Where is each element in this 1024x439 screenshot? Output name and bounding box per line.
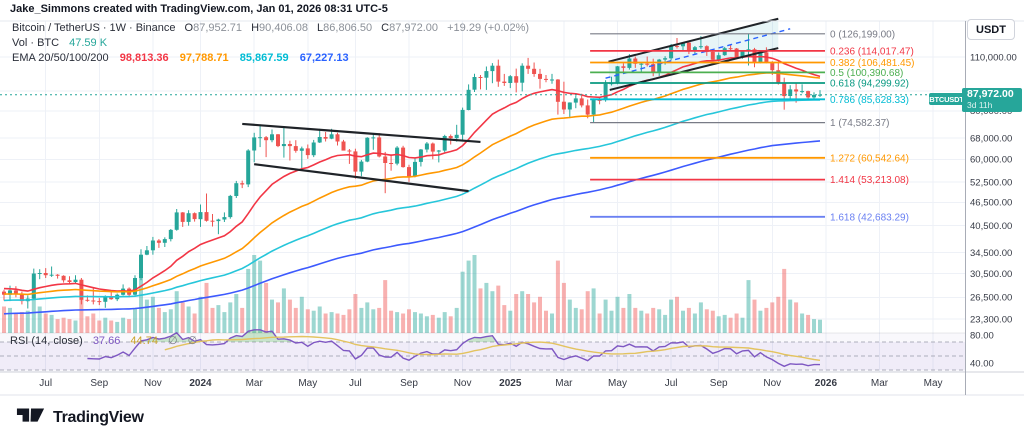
time-axis-tick: May [924,378,943,389]
rsi-ma-value: 44.74 [130,335,158,347]
price-axis-tick: 23,300.00 [970,314,1012,325]
ema-label: EMA 20/50/100/200 [12,52,109,64]
price-axis-tick: 60,000.00 [970,155,1012,166]
symbol-title[interactable]: Bitcoin / TetherUS [12,22,100,34]
tradingview-logo-text: TradingView [53,408,144,426]
rsi-overbought-fill [87,329,820,342]
time-axis-tick: Sep [90,378,108,389]
ema-legend-row[interactable]: EMA 20/50/100/200 98,813.36 97,788.71 85… [12,51,529,66]
fib-label: 0.5 (100,390.68) [830,68,903,79]
ema100-value: 85,867.59 [239,52,289,64]
fib-label: 0 (126,199.00) [830,29,895,40]
legend-separator: · [129,22,133,34]
price-axis-tick: 110,000.00 [970,52,1017,63]
time-axis-tick: 2024 [189,378,212,389]
time-axis-tick: Sep [400,378,418,389]
open-label: O [184,22,194,34]
descending-channel[interactable] [242,122,481,193]
rsi-empty-value-1: ∅ [168,335,178,347]
currency-toggle-button[interactable]: USDT [967,19,1015,40]
price-axis-tick: 30,500.00 [970,269,1012,280]
price-axis-tick: 26,500.00 [970,293,1012,304]
price-axis-tick: 46,500.00 [970,198,1012,209]
time-axis-tick: Jul [665,378,678,389]
chart-legend: Bitcoin / TetherUS · 1W · Binance O87,952.71… [12,21,529,66]
time-axis-tick: 2025 [499,378,522,389]
fib-label: 1.272 (60,542.64) [830,153,909,164]
low-label: L [317,22,324,34]
time-axis-tick: Jul [349,378,362,389]
time-axis-tick: May [298,378,317,389]
close-label: C [381,22,390,34]
ema50-line [3,72,821,296]
volume-value: 47.59 K [69,37,108,49]
ema20-value: 98,813.36 [119,52,169,64]
fib-label: 1.618 (42,683.29) [830,212,909,223]
change-value: +19.29 (+0.02%) [447,22,530,34]
attribution-text: Jake_Simmons created with TradingView.co… [10,3,388,15]
time-axis-tick: Nov [763,378,781,389]
close-value: 87,972.00 [389,22,439,34]
time-axis-tick: 2026 [815,378,838,389]
ema50-value: 97,788.71 [179,52,229,64]
time-axis-tick: May [608,378,627,389]
time-axis[interactable]: Jul Sep Nov 2024 Mar May Jul Sep Nov 2025 Mar May Ju… [39,378,942,389]
fib-label: 0.618 (94,299.92) [830,79,909,90]
fib-label: 0.786 (85,628.33) [830,95,909,106]
ema20-line [3,55,821,293]
pane-borders [0,20,1024,396]
time-axis-tick: Mar [555,378,573,389]
symbol-legend-row[interactable]: Bitcoin / TetherUS · 1W · Binance O87,952.71… [12,21,529,36]
fib-label: 0.382 (106,481.45) [830,58,915,69]
low-value: 86,806.50 [323,22,373,34]
time-axis-tick: Jul [39,378,52,389]
fib-label: 1.414 (53,213.08) [830,175,909,186]
high-value: 90,406.08 [259,22,308,34]
price-axis-tick: 40,500.00 [970,221,1012,232]
volume-series [2,255,822,333]
volume-legend-row[interactable]: Vol · BTC 47.59 K [12,36,529,51]
dashed-trendline[interactable] [605,28,791,79]
ema100-line [3,99,821,302]
rsi-value: 37.66 [92,335,121,347]
volume-label: Vol · BTC [12,37,60,49]
high-label: H [251,22,260,34]
price-axis-tick: 68,000.00 [970,134,1012,145]
tradingview-logo-icon [16,404,46,431]
rsi-label: RSI (14, close) [10,335,83,347]
rsi-axis-tick: 40.00 [970,358,994,369]
rsi-empty-value-2: ∅ [187,335,198,347]
symbol-price-chip[interactable]: BTCUSDT [929,93,964,105]
time-axis-tick: Sep [710,378,728,389]
rsi-ma-line [164,335,821,361]
fib-retracement[interactable]: 0 (126,199.00) 0.236 (114,017.47)0.382 (1… [590,29,915,223]
rsi-axis-tick: 80.00 [970,330,994,341]
interval-label[interactable]: 1W [109,22,127,34]
rsi-legend-row[interactable]: RSI (14, close) 37.66 44.74 ∅ ∅ [10,334,197,347]
exchange-label: Binance [135,22,176,34]
time-axis-tick: Mar [246,378,264,389]
candlestick-series [2,33,822,309]
grid [0,21,966,372]
bar-countdown: 3d 11h [967,100,993,110]
open-value: 87,952.71 [193,22,243,34]
time-axis-tick: Nov [144,378,162,389]
last-price-value: 87,972.00 [967,88,1014,100]
fib-label: 0.236 (114,017.47) [830,46,914,57]
tradingview-logo[interactable]: TradingView [16,404,144,431]
time-axis-tick: Mar [871,378,889,389]
time-axis-tick: Nov [454,378,472,389]
price-axis-tick: 34,500.00 [970,248,1012,259]
last-price-label[interactable]: 87,972.00 3d 11h [962,88,1022,112]
ema200-line [3,140,821,315]
legend-separator: · [102,22,107,34]
price-axis-tick: 52,500.00 [970,177,1012,188]
fib-label: 1 (74,582.37) [830,118,890,129]
ema200-value: 67,227.13 [299,52,349,64]
